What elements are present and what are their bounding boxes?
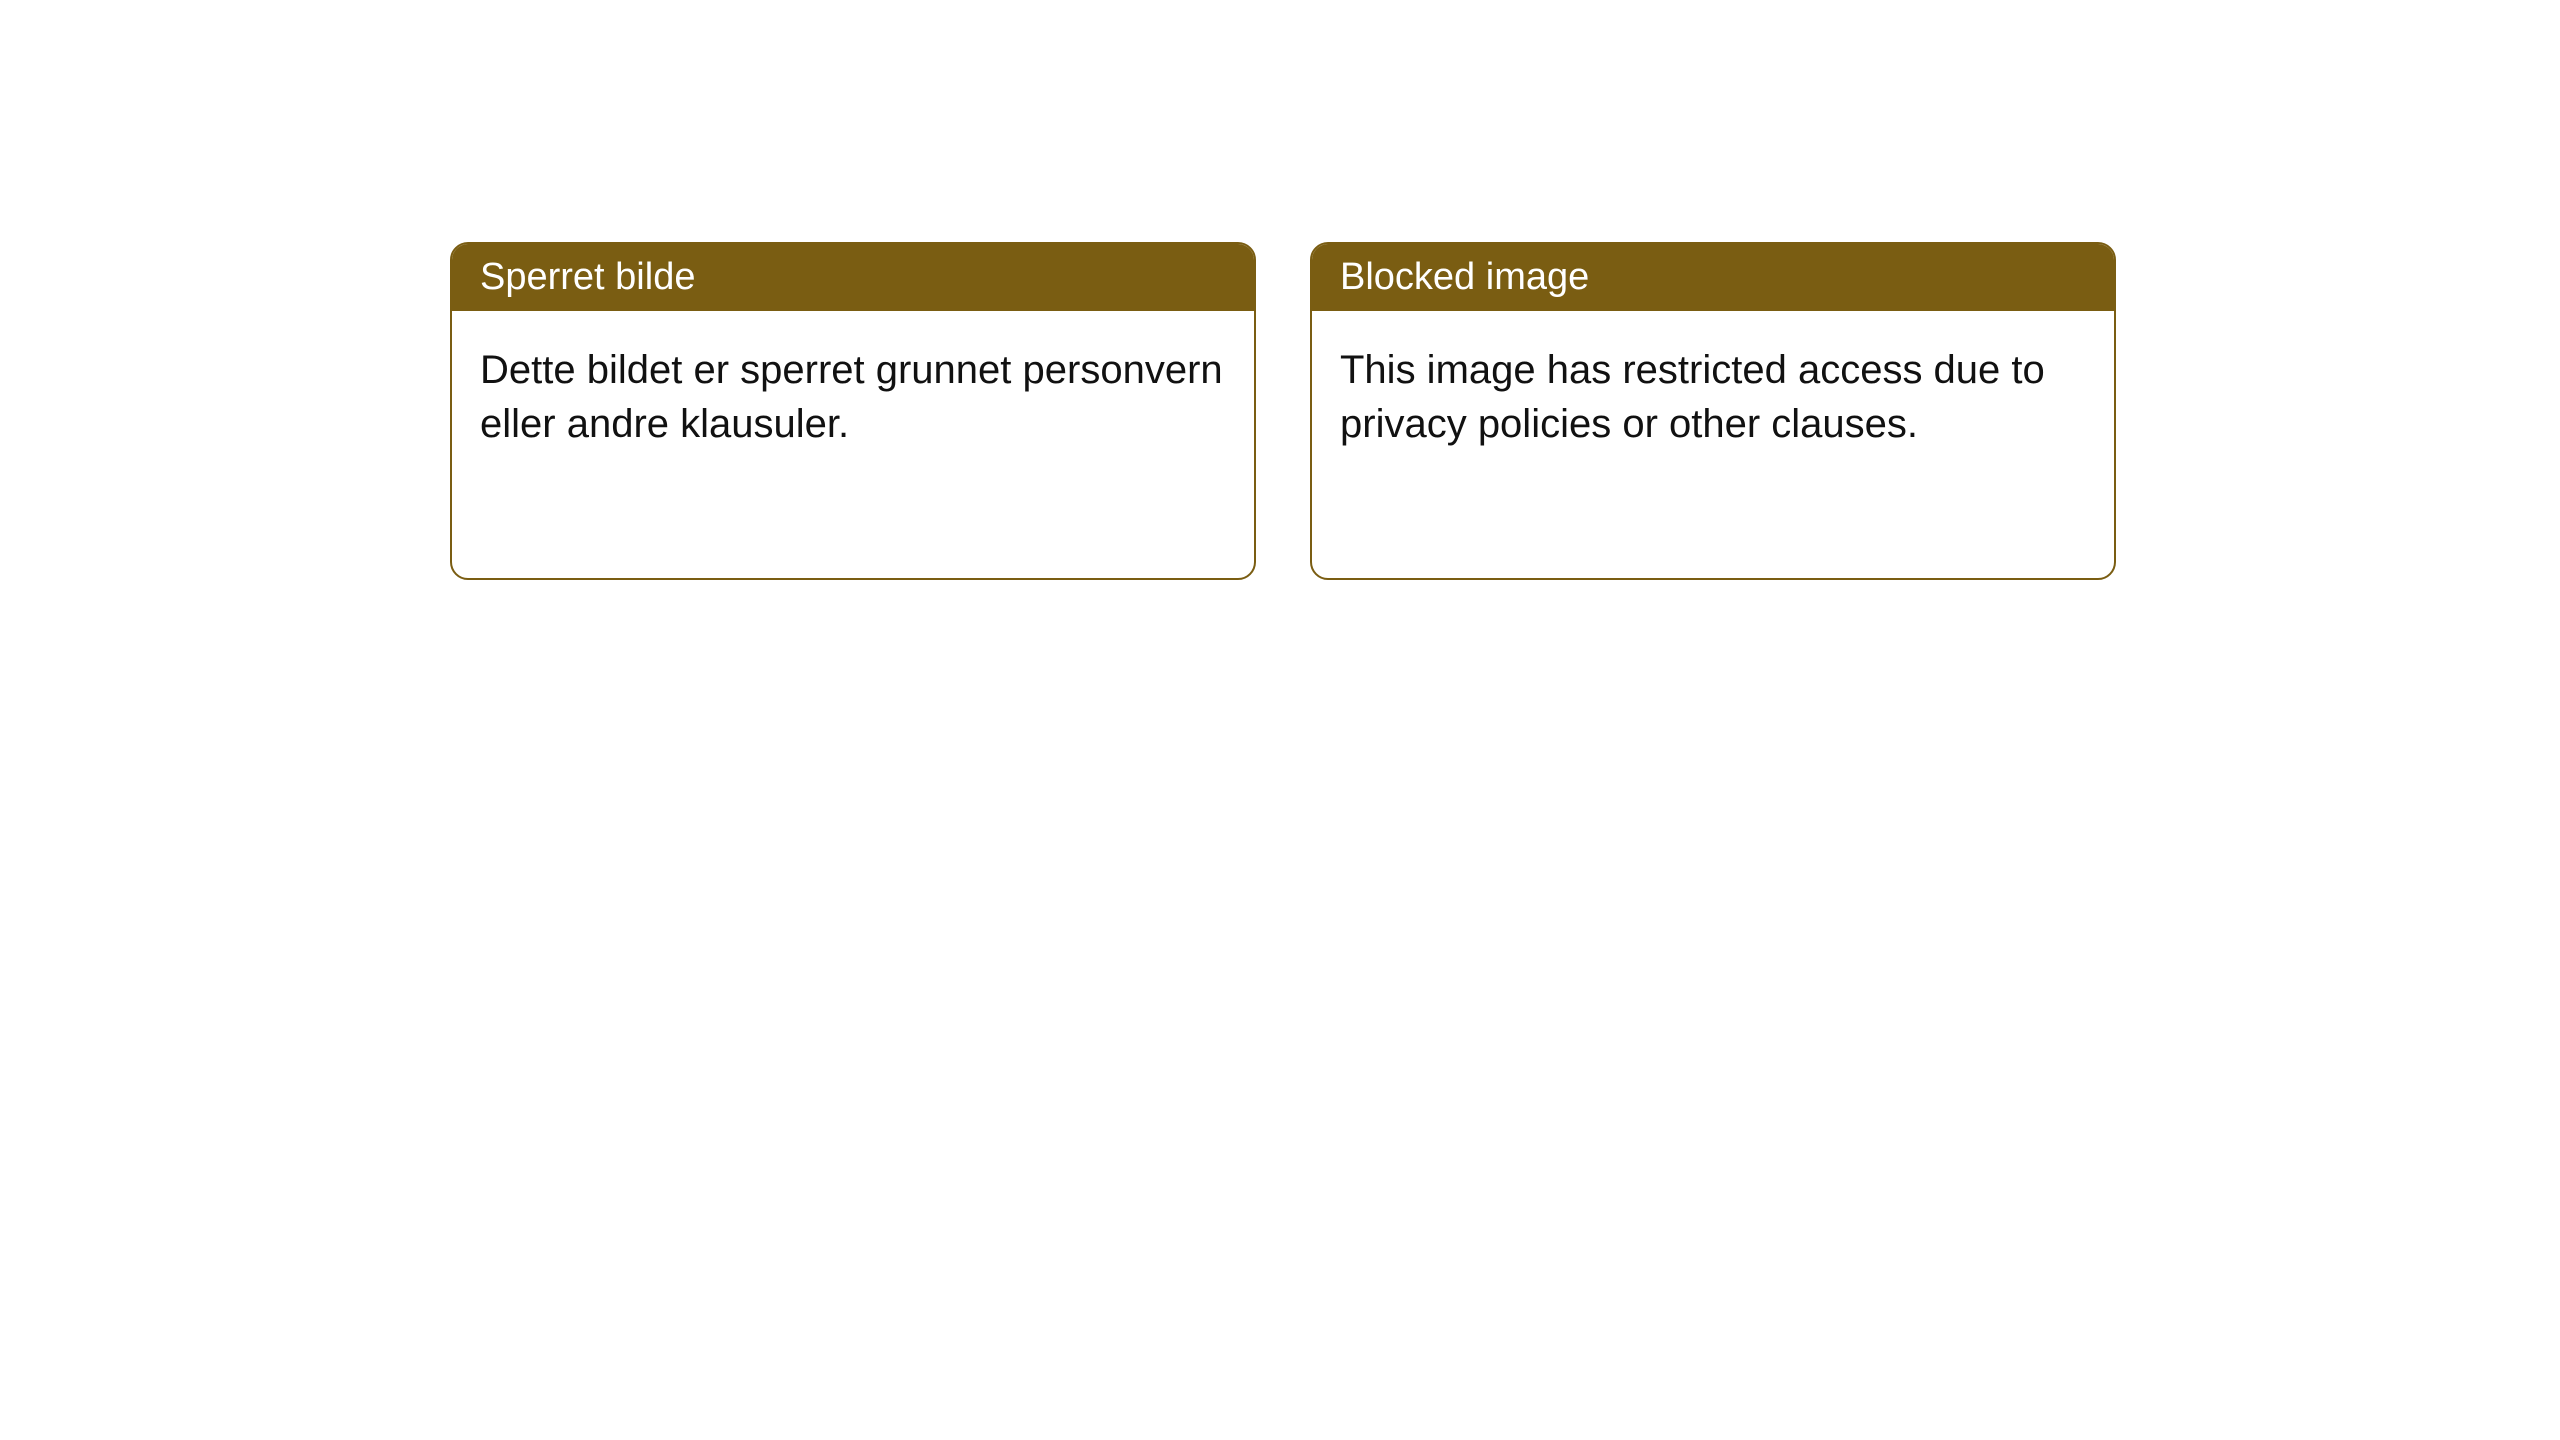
notice-cards-row: Sperret bilde Dette bildet er sperret gr…	[0, 0, 2560, 580]
card-body-no: Dette bildet er sperret grunnet personve…	[452, 311, 1254, 483]
card-header-no: Sperret bilde	[452, 244, 1254, 311]
blocked-image-card-no: Sperret bilde Dette bildet er sperret gr…	[450, 242, 1256, 580]
card-body-en: This image has restricted access due to …	[1312, 311, 2114, 483]
blocked-image-card-en: Blocked image This image has restricted …	[1310, 242, 2116, 580]
card-header-en: Blocked image	[1312, 244, 2114, 311]
